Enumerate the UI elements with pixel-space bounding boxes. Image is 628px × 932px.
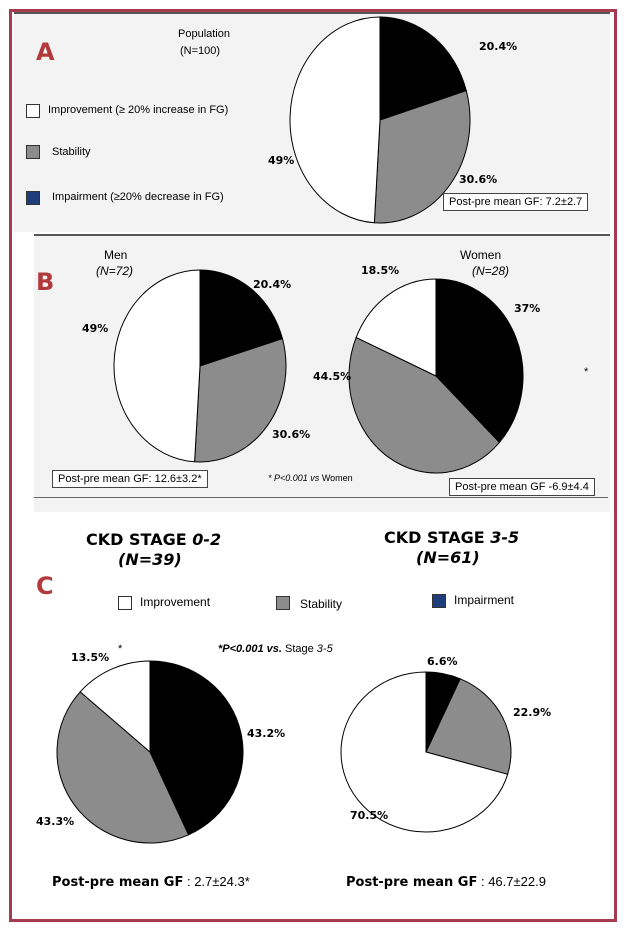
legend-improvement-swatch [26,104,40,118]
panel-b-footnote-prefix: * P<0.001 vs [268,473,320,483]
pie-ckd02-label-impairment: 43.2% [247,727,286,740]
legend-c-stability-label: Stability [300,597,343,611]
population-gf-value: 7.2±2.7 [545,196,583,208]
legend-stability-label: Stability [52,146,91,158]
pie-ckd02-label-stability: 43.3% [36,815,75,828]
women-gf-label: Post-pre mean GF [455,481,546,493]
panel-b-letter: B [36,268,55,296]
pie-men-label-impairment: 20.4% [253,278,292,291]
pie-men-label-stability: 30.6% [272,428,311,441]
ckd-right-stage: 3-5 [490,528,520,547]
panel-b-footnote: * P<0.001 vs Women [268,473,353,483]
pie-ckd02-label-improvement: 13.5% [71,651,110,664]
population-gf-box: Post-pre mean GF: 7.2±2.7 [443,193,589,211]
ckd35-gf-label: Post-pre mean GF [346,875,478,890]
legend-c-improvement-label: Improvement [140,595,211,609]
legend-impairment-label: Impairment (≥20% decrease in FG) [52,191,224,203]
legend-c-stability-swatch [276,596,290,610]
women-gf-value: -6.9±4.4 [548,481,589,493]
pie-women-label-impairment: 37% [514,302,541,315]
pie-population-label-stability: 30.6% [459,173,498,186]
population-label: Population [178,28,230,40]
legend-c-improvement-swatch [118,596,132,610]
men-gf-value: 12.6±3.2* [154,473,202,485]
panel-c-footnote-stage-num: 3-5 [316,643,333,655]
women-n: (N=28) [472,264,510,278]
legend-improvement-label: Improvement (≥ 20% increase in FG) [48,104,229,116]
ckd02-gf-label: Post-pre mean GF [52,875,184,890]
ckd35-gf: Post-pre mean GF : 46.7±22.9 [346,874,546,890]
pie-men-label-improvement: 49% [82,322,109,335]
men-gf-box: Post-pre mean GF: 12.6±3.2* [52,470,208,488]
pie-ckd35-label-stability: 22.9% [513,706,552,719]
ckd02-gf: Post-pre mean GF : 2.7±24.3* [52,874,250,890]
panel-b-divider [34,497,608,498]
panel-c-letter: C [36,572,54,600]
panel-c-footnote: *P<0.001 vs. Stage 3-5 [218,643,333,655]
pie-ckd35-label-improvement: 70.5% [350,809,389,822]
panel-a-letter: A [36,38,55,66]
pie-women-label-stability: 44.5% [313,370,352,383]
pie-women-label-improvement: 18.5% [361,264,400,277]
ckd-right-title-text: CKD STAGE [384,528,485,547]
women-label: Women [460,248,502,262]
ckd02-gf-value: : 2.7±24.3* [186,874,250,889]
ckd-left-stage: 0-2 [192,530,222,549]
legend-c-impairment-swatch [432,594,446,608]
men-label: Men [104,248,128,262]
ckd-left-title-text: CKD STAGE [86,530,187,549]
ckd02-star: * [118,643,123,655]
ckd35-gf-value: : 46.7±22.9 [480,874,546,889]
panel-c-footnote-prefix: *P<0.001 vs. [218,643,282,655]
legend-stability-swatch [26,145,40,159]
women-star: * [584,366,589,378]
pie-population-label-impairment: 20.4% [479,40,518,53]
ckd-left-n: (N=39) [118,550,182,569]
women-gf-box: Post-pre mean GF -6.9±4.4 [449,478,595,496]
ckd-right-n: (N=61) [416,548,480,567]
legend-impairment-swatch [26,191,40,205]
men-gf-label: Post-pre mean GF: [58,473,152,485]
ckd-right-title: CKD STAGE 3-5 [384,528,519,547]
legend-c-impairment-label: Impairment [454,593,515,607]
pie-ckd35-label-impairment: 6.6% [427,655,458,668]
men-n: (N=72) [96,264,134,278]
panel-c-footnote-stage: Stage [284,643,314,655]
population-gf-label: Post-pre mean GF: [449,196,543,208]
pie-population-label-improvement: 49% [268,154,295,167]
ckd-left-title: CKD STAGE 0-2 [86,530,221,549]
population-n: (N=100) [180,45,221,57]
panel-b-footnote-suffix: Women [321,473,353,483]
